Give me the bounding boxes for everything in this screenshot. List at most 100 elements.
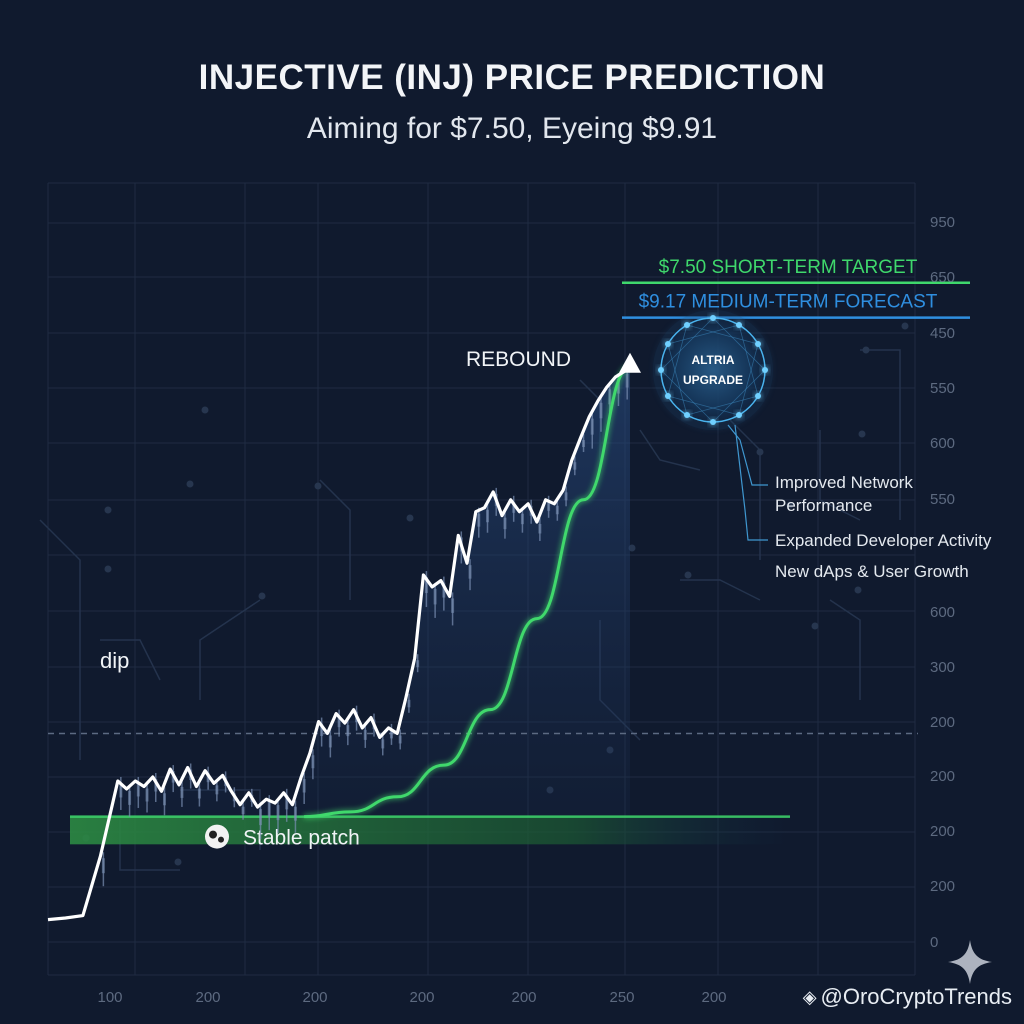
x-tick-label: 200 bbox=[409, 989, 434, 1006]
badge-node bbox=[684, 412, 690, 419]
badge-node bbox=[710, 315, 716, 321]
circuit-node bbox=[174, 858, 182, 866]
x-axis-ticks: 100 200 200 200 200 250 200 bbox=[97, 989, 726, 1006]
circuit-node bbox=[406, 514, 414, 522]
benefit-label: New dAps & User Growth bbox=[775, 562, 969, 581]
badge-mesh-line bbox=[660, 369, 714, 423]
circuit-node bbox=[862, 346, 870, 354]
candle-body bbox=[451, 598, 455, 613]
x-tick-label: 200 bbox=[302, 989, 327, 1006]
circuit-node bbox=[314, 482, 322, 490]
badge-label-line2: UPGRADE bbox=[683, 373, 743, 387]
altria-upgrade-badge: ALTRIA UPGRADE bbox=[653, 310, 773, 541]
candle-body bbox=[101, 858, 105, 874]
circuit-line bbox=[39, 519, 81, 760]
price-area bbox=[100, 366, 630, 857]
y-tick-label: 450 bbox=[930, 325, 955, 342]
watermark-handle: @OroCryptoTrends bbox=[820, 984, 1012, 1009]
candle-body bbox=[398, 735, 402, 744]
circuit-node bbox=[811, 622, 819, 630]
candle-body bbox=[197, 788, 201, 799]
badge-node bbox=[684, 321, 690, 328]
candle-body bbox=[145, 788, 149, 802]
candle-body bbox=[285, 794, 289, 810]
dip-label: dip bbox=[100, 648, 129, 673]
badge-mesh-line bbox=[667, 395, 740, 416]
candle-body bbox=[302, 779, 306, 793]
price-arrow-head bbox=[619, 352, 641, 373]
circuit-line bbox=[319, 479, 351, 600]
medium-term-forecast-label: $9.17 MEDIUM-TERM FORECAST bbox=[639, 292, 938, 313]
chart-subtitle: Aiming for $7.50, Eyeing $9.91 bbox=[306, 112, 718, 145]
candle-body bbox=[215, 785, 219, 795]
candle-body bbox=[180, 786, 184, 798]
price-series bbox=[47, 352, 641, 922]
y-tick-label: 200 bbox=[930, 823, 955, 840]
y-tick-label: 200 bbox=[930, 714, 955, 731]
candle-body bbox=[276, 805, 280, 821]
x-tick-label: 100 bbox=[97, 989, 122, 1006]
candle-body bbox=[328, 735, 332, 748]
candle-body bbox=[389, 729, 393, 739]
candle-body bbox=[320, 723, 324, 737]
y-tick-label: 550 bbox=[930, 380, 955, 397]
candle-body bbox=[582, 440, 586, 448]
badge-node bbox=[658, 367, 664, 373]
candle-body bbox=[625, 373, 629, 388]
stable-patch-label: Stable patch bbox=[243, 827, 360, 850]
candle-body bbox=[486, 509, 489, 523]
candle-body bbox=[442, 582, 446, 598]
circuit-line bbox=[829, 599, 861, 700]
price-line bbox=[47, 365, 632, 922]
stable-patch-band bbox=[70, 816, 790, 845]
badge-connector bbox=[734, 424, 768, 541]
badge-mesh-line bbox=[667, 324, 688, 397]
x-tick-label: 200 bbox=[511, 989, 536, 1006]
badge-node bbox=[710, 419, 716, 425]
candle-body bbox=[503, 517, 507, 530]
badge-connector bbox=[727, 424, 768, 486]
candle-body bbox=[154, 779, 158, 792]
badge-node bbox=[755, 393, 762, 399]
y-tick-label: 200 bbox=[930, 878, 955, 895]
y-tick-label: 950 bbox=[930, 214, 955, 231]
candle-body bbox=[512, 501, 516, 513]
candle-body bbox=[119, 782, 123, 798]
candle-body bbox=[416, 660, 420, 668]
candle-body bbox=[407, 699, 411, 708]
badge-node bbox=[762, 367, 768, 373]
projected-trend bbox=[304, 365, 631, 819]
badge-node bbox=[755, 341, 762, 347]
price-area-fill bbox=[100, 366, 630, 857]
y-tick-label: 0 bbox=[930, 934, 938, 951]
x-tick-label: 200 bbox=[195, 989, 220, 1006]
watermark: ◈ @OroCryptoTrends bbox=[803, 984, 1012, 1010]
stable-patch-icon-dot bbox=[209, 830, 217, 839]
candle-body bbox=[136, 782, 140, 797]
rebound-label: REBOUND bbox=[466, 348, 571, 371]
badge-mesh-line bbox=[686, 324, 759, 345]
badge-mesh-line bbox=[738, 343, 759, 416]
badge-mesh-line bbox=[667, 343, 688, 416]
benefit-label: Expanded Developer Activity bbox=[775, 531, 992, 550]
circuit-line bbox=[860, 349, 901, 520]
circuit-node bbox=[104, 506, 112, 514]
circuit-line bbox=[199, 599, 261, 700]
candle-body bbox=[311, 755, 315, 769]
badge-mesh-line bbox=[667, 324, 740, 345]
circuit-node bbox=[684, 571, 692, 579]
candle-body bbox=[555, 505, 559, 515]
annotations: Improved Network Performance Expanded Deve… bbox=[100, 348, 992, 673]
benefit-label-cont: Performance bbox=[775, 496, 872, 515]
candle-body bbox=[468, 565, 472, 579]
candle-body bbox=[346, 725, 350, 737]
circuit-line bbox=[680, 579, 761, 601]
benefit-label: Improved Network bbox=[775, 473, 913, 492]
stable-patch-icon-dot bbox=[218, 836, 224, 843]
stable-patch-icon-circle bbox=[205, 824, 229, 849]
circuit-node bbox=[628, 544, 636, 552]
x-tick-label: 200 bbox=[701, 989, 726, 1006]
candle-body bbox=[162, 793, 166, 806]
x-tick-label: 250 bbox=[609, 989, 634, 1006]
circuit-node bbox=[901, 322, 909, 330]
